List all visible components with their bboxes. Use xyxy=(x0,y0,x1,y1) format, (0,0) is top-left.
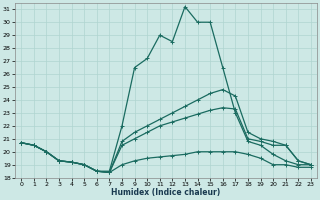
X-axis label: Humidex (Indice chaleur): Humidex (Indice chaleur) xyxy=(111,188,221,197)
